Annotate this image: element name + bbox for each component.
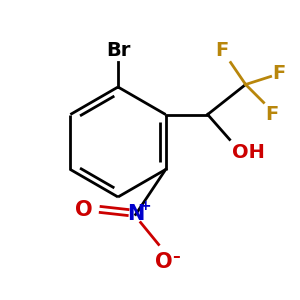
Text: –: –	[172, 250, 179, 265]
Text: F: F	[273, 64, 286, 83]
Text: N: N	[127, 205, 144, 224]
Text: +: +	[140, 200, 152, 214]
Text: O: O	[75, 200, 93, 220]
Text: F: F	[215, 40, 229, 59]
Text: F: F	[266, 106, 279, 124]
Text: O: O	[155, 253, 172, 272]
Text: Br: Br	[106, 41, 130, 60]
Text: OH: OH	[232, 142, 265, 161]
